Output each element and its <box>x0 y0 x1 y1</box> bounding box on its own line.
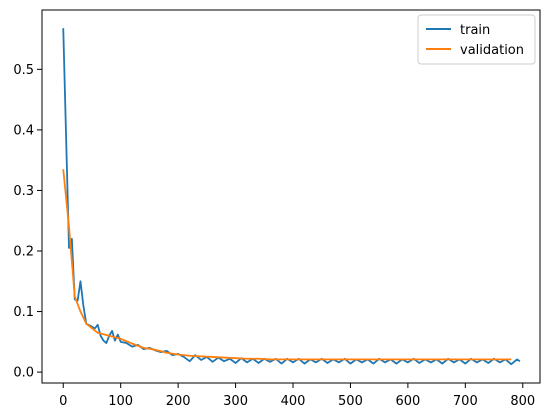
legend-label-train: train <box>460 23 490 38</box>
series-line-validation <box>62 169 512 361</box>
series-layer <box>62 28 521 366</box>
x-tick-label: 400 <box>281 394 306 409</box>
axes-frame <box>41 9 541 384</box>
x-tick-label: 300 <box>223 394 248 409</box>
y-tick-label: 0.2 <box>13 244 34 259</box>
y-tick-label: 0.0 <box>13 366 34 381</box>
y-tick-label: 0.1 <box>13 305 34 320</box>
legend-box <box>417 14 536 65</box>
x-tick-label: 600 <box>395 394 420 409</box>
plot-area: 0 100 200 300 400 500 600 700 800 0.00.10.20.30.… <box>13 9 541 409</box>
x-tick-label: 0 <box>59 394 67 409</box>
x-axis: 0 100 200 300 400 500 600 700 800 <box>59 383 535 409</box>
x-tick-label: 700 <box>453 394 478 409</box>
legend: train validation <box>417 14 536 65</box>
x-tick-label: 200 <box>166 394 191 409</box>
y-axis: 0.0 0.1 0.2 0.3 0.4 0.5 <box>13 63 42 381</box>
legend-label-validation: validation <box>460 43 524 58</box>
y-tick-label: 0.3 <box>13 184 34 199</box>
series-line-train <box>62 28 521 366</box>
x-tick-label: 500 <box>338 394 363 409</box>
x-tick-label: 100 <box>108 394 133 409</box>
y-tick-label: 0.5 <box>13 63 34 78</box>
x-tick-label: 800 <box>510 394 535 409</box>
y-tick-label: 0.4 <box>13 123 34 138</box>
